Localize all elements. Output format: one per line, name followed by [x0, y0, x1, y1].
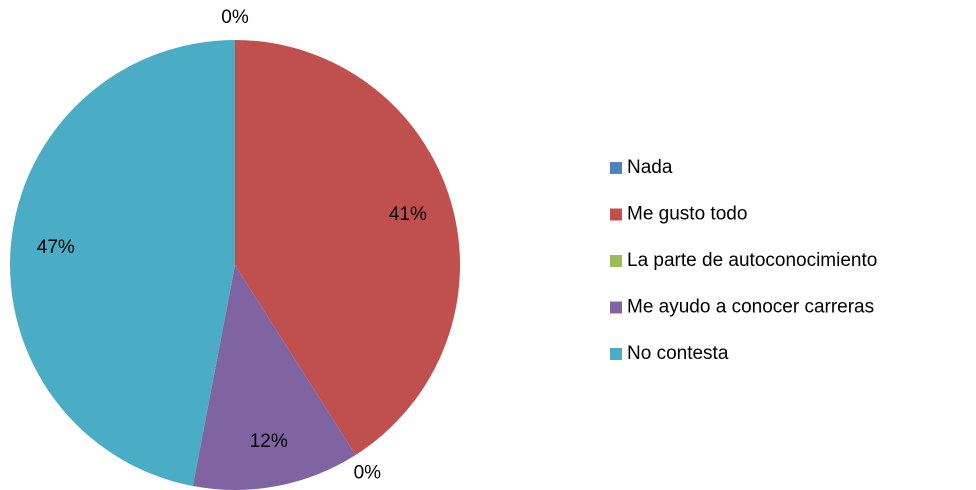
pie-slice: [235, 40, 461, 455]
legend-label: La parte de autoconocimiento: [627, 250, 877, 271]
data-label: 0%: [354, 463, 382, 484]
legend-label: No contesta: [627, 343, 729, 364]
legend-swatch: [610, 255, 622, 267]
pie-slice: [10, 40, 235, 487]
data-label: 0%: [221, 7, 249, 28]
legend-swatch: [610, 348, 622, 360]
data-label: 12%: [250, 431, 288, 452]
data-label: 47%: [37, 237, 75, 258]
pie-slice: [192, 265, 356, 490]
legend-label: Me ayudo a conocer carreras: [627, 297, 874, 318]
data-label: 41%: [389, 204, 427, 225]
legend-swatch: [610, 301, 622, 314]
legend-swatch: [610, 208, 622, 221]
legend-label: Nada: [627, 157, 673, 178]
legend-label: Me gusto todo: [627, 204, 747, 225]
legend-swatch: [610, 162, 622, 174]
